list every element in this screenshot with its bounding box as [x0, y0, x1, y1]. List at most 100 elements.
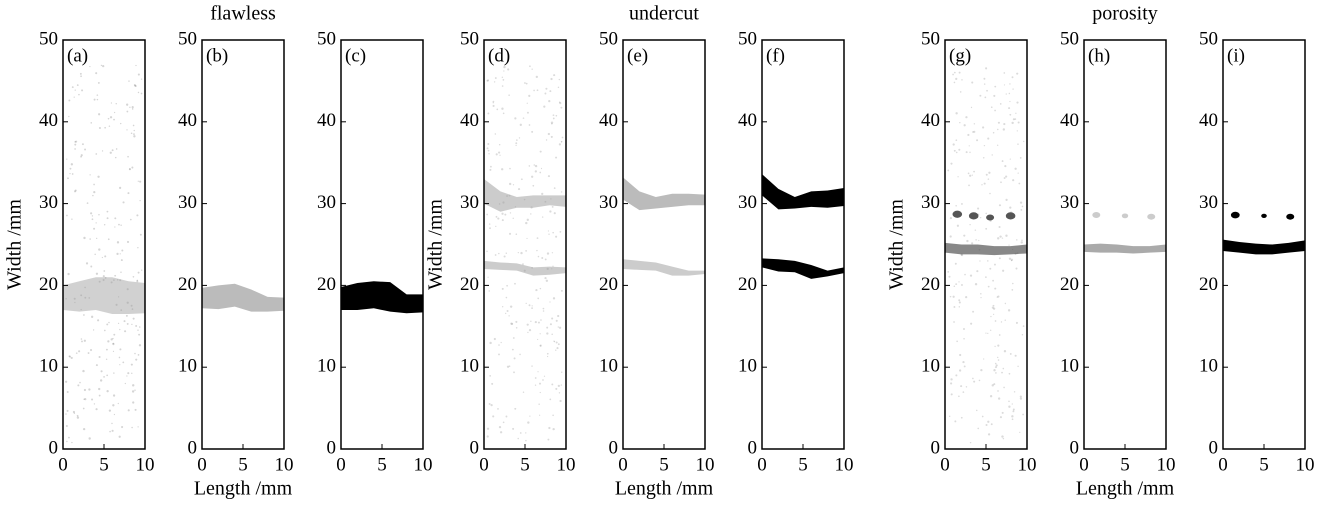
image-speckle [74, 148, 76, 150]
image-speckle [998, 225, 1001, 229]
image-speckle [502, 78, 505, 81]
image-speckle [960, 416, 963, 419]
panel-label: (e) [627, 45, 648, 66]
image-speckle [494, 77, 497, 79]
image-speckle [108, 125, 111, 127]
image-speckle [559, 102, 562, 105]
image-speckle [84, 148, 87, 151]
image-speckle [504, 213, 507, 216]
image-speckle [965, 386, 968, 388]
image-speckle [968, 145, 970, 147]
image-speckle [70, 356, 73, 360]
image-speckle [140, 92, 143, 95]
image-speckle [520, 251, 523, 255]
image-speckle [1012, 118, 1015, 121]
image-region [623, 177, 705, 211]
image-speckle [536, 89, 539, 92]
image-speckle [983, 144, 986, 147]
x-tick-label: 10 [414, 454, 433, 475]
image-speckle [1023, 140, 1025, 143]
image-speckle [96, 98, 99, 101]
image-speckle [555, 114, 558, 117]
image-speckle [69, 172, 71, 175]
image-speckle [515, 320, 518, 323]
image-speckle [541, 192, 544, 196]
image-region [1084, 243, 1166, 254]
image-speckle [542, 310, 545, 312]
image-speckle [953, 71, 956, 74]
image-speckle [539, 391, 541, 394]
image-speckle [1017, 143, 1019, 145]
panel-label: (h) [1088, 45, 1110, 66]
image-speckle [123, 320, 126, 323]
image-speckle [113, 279, 115, 281]
image-speckle [958, 301, 961, 304]
image-speckle [66, 409, 69, 412]
image-speckle [539, 333, 541, 335]
image-speckle [551, 333, 553, 335]
image-speckle [71, 86, 74, 89]
image-speckle [529, 65, 531, 68]
x-tick-label: 10 [1157, 454, 1176, 475]
image-speckle [95, 153, 98, 155]
image-speckle [1008, 107, 1011, 110]
image-speckle [950, 382, 953, 385]
y-tick-label: 40 [599, 110, 618, 131]
image-speckle [997, 344, 1000, 347]
image-speckle [1015, 112, 1017, 114]
image-speckle [517, 188, 521, 191]
image-speckle [976, 139, 979, 142]
image-spot [952, 210, 963, 218]
y-axis-label: Width /mm [886, 199, 908, 290]
image-speckle [1012, 408, 1015, 411]
x-tick-label: 5 [1259, 454, 1269, 475]
y-tick-label: 50 [317, 28, 336, 49]
image-speckle [131, 372, 133, 375]
image-speckle [131, 108, 134, 110]
image-speckle [531, 175, 534, 178]
image-speckle [991, 154, 993, 156]
image-speckle [1002, 437, 1005, 440]
image-speckle [536, 237, 539, 240]
image-speckle [73, 297, 76, 300]
image-speckle [955, 374, 958, 377]
image-speckle [1001, 160, 1004, 163]
image-speckle [987, 420, 990, 423]
x-tick-label: 10 [1018, 454, 1037, 475]
image-speckle [1017, 121, 1020, 124]
image-region [623, 259, 705, 276]
y-tick-label: 50 [1060, 28, 1079, 49]
image-speckle [947, 169, 950, 172]
image-speckle [1017, 365, 1019, 368]
image-speckle [556, 347, 559, 350]
image-speckle [1021, 239, 1023, 242]
panel-label: (c) [345, 45, 366, 66]
image-speckle [960, 253, 964, 257]
image-speckle [489, 168, 492, 171]
x-tick-label: 5 [377, 454, 387, 475]
image-speckle [98, 394, 101, 397]
image-speckle [1001, 237, 1004, 239]
image-speckle [1008, 92, 1011, 95]
image-speckle [551, 252, 554, 254]
image-speckle [127, 192, 130, 195]
image-speckle [974, 229, 977, 231]
x-tick-label: 10 [1296, 454, 1315, 475]
image-speckle [83, 388, 87, 392]
image-speckle [515, 142, 518, 145]
image-speckle [119, 364, 121, 366]
image-speckle [91, 218, 94, 221]
image-speckle [1010, 259, 1013, 262]
image-speckle [492, 104, 495, 107]
image-speckle [537, 297, 540, 300]
image-speckle [1018, 182, 1021, 185]
image-speckle [559, 399, 562, 403]
image-speckle [953, 321, 955, 323]
image-speckle [92, 329, 95, 331]
image-speckle [1012, 179, 1015, 182]
image-speckle [81, 340, 83, 343]
x-tick-label: 0 [618, 454, 628, 475]
x-tick-label: 5 [520, 454, 530, 475]
y-tick-label: 30 [1060, 192, 1079, 213]
image-speckle [108, 409, 112, 412]
